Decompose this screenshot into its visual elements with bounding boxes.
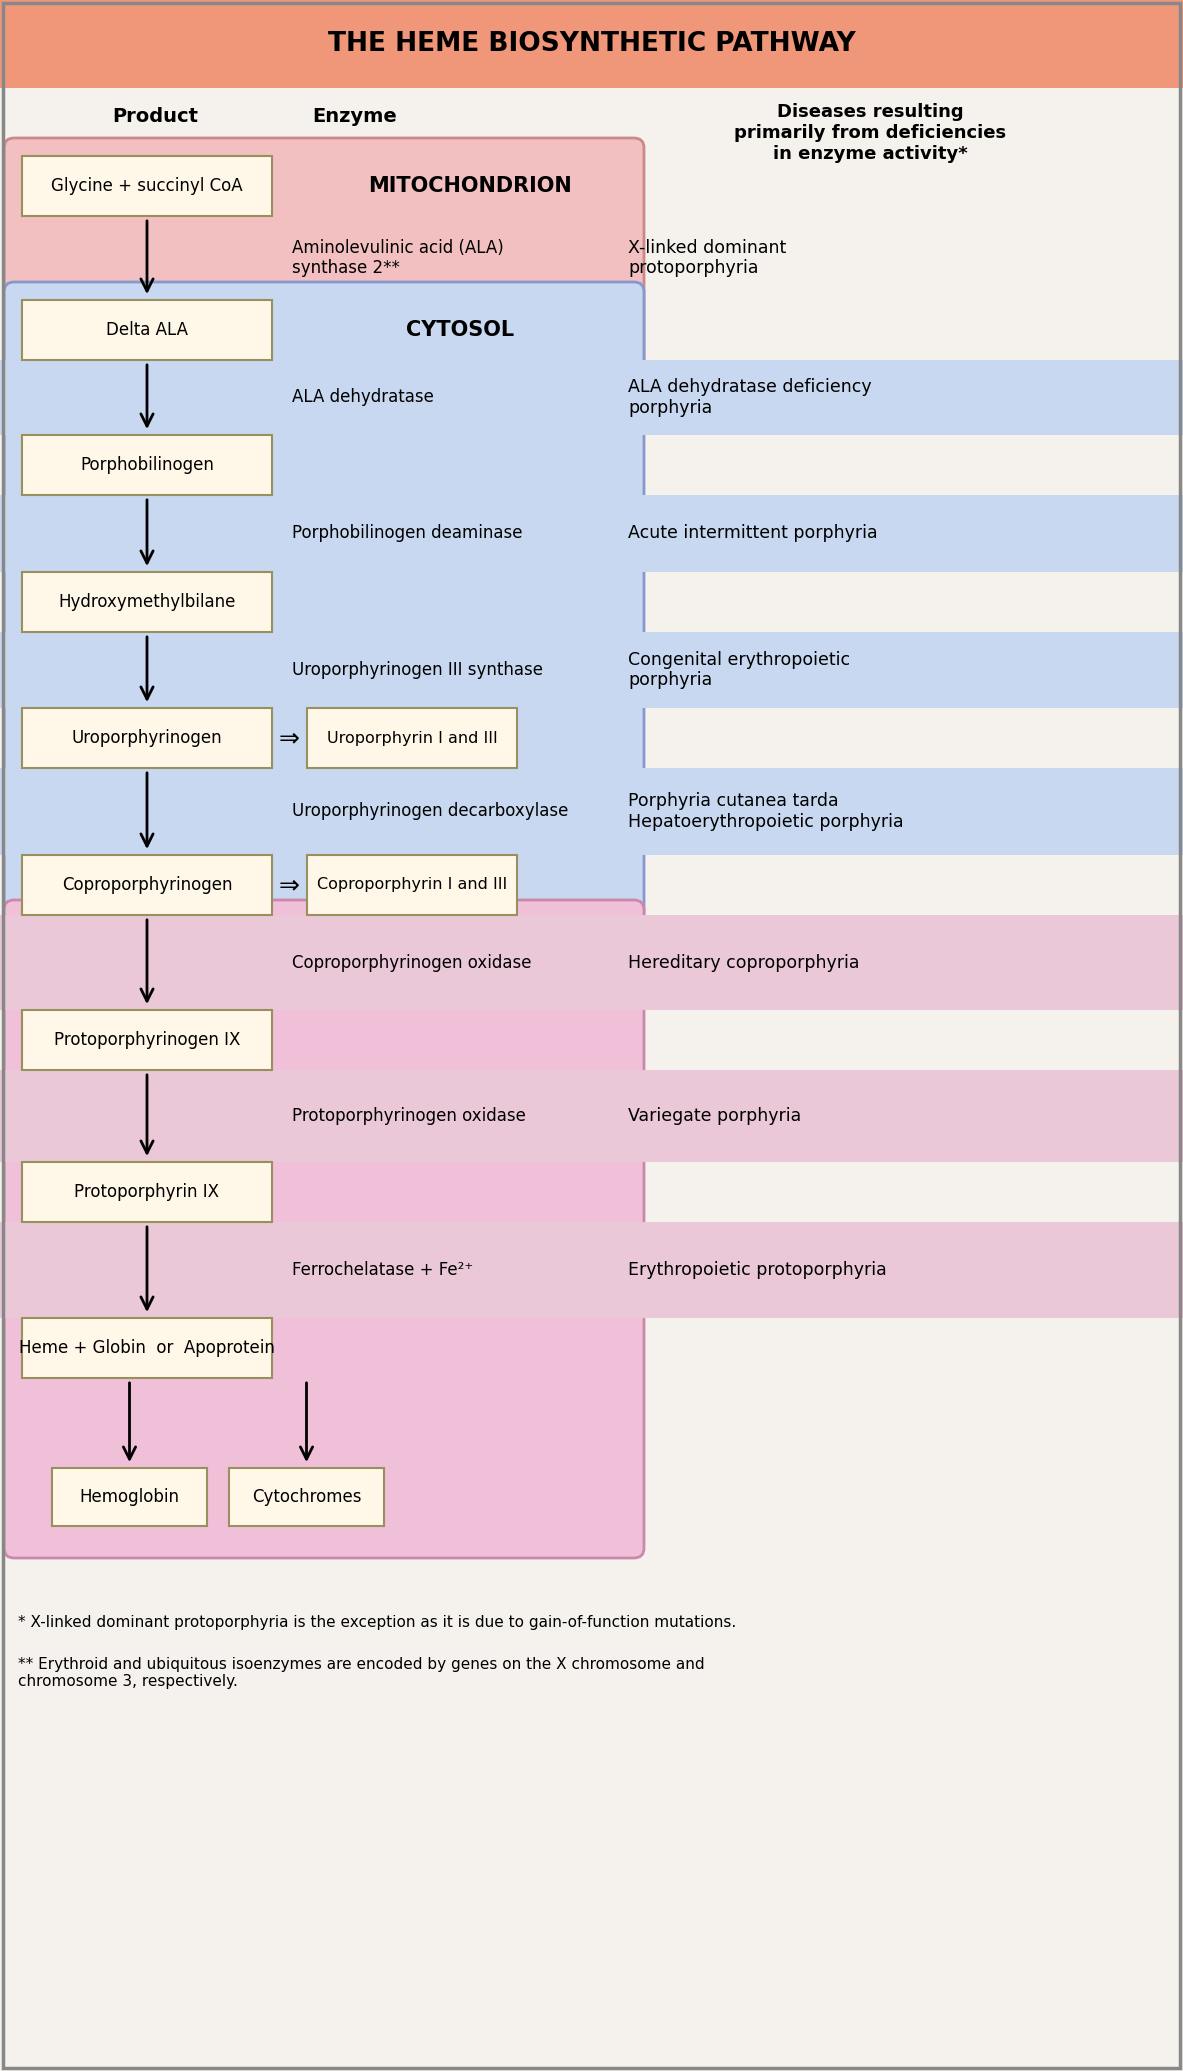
Text: Enzyme: Enzyme [312, 108, 397, 126]
Text: ⇒: ⇒ [278, 874, 299, 897]
Text: ⇒: ⇒ [278, 727, 299, 750]
Text: MITOCHONDRION: MITOCHONDRION [368, 176, 571, 197]
Bar [0, 1222, 1183, 1317]
Text: Protoporphyrinogen oxidase: Protoporphyrinogen oxidase [292, 1108, 526, 1125]
Text: Uroporphyrinogen decarboxylase: Uroporphyrinogen decarboxylase [292, 801, 568, 820]
Text: Ferrochelatase + Fe²⁺: Ferrochelatase + Fe²⁺ [292, 1261, 473, 1280]
FancyBboxPatch shape [4, 139, 644, 381]
Text: Hemoglobin: Hemoglobin [79, 1487, 180, 1506]
Text: Coproporphyrinogen: Coproporphyrinogen [62, 876, 232, 895]
Bar [308, 855, 517, 915]
Text: Porphobilinogen: Porphobilinogen [80, 456, 214, 474]
Text: Aminolevulinic acid (ALA)
synthase 2**: Aminolevulinic acid (ALA) synthase 2** [292, 238, 504, 278]
Text: * X-linked dominant protoporphyria is the exception as it is due to gain-of-func: * X-linked dominant protoporphyria is th… [18, 1615, 736, 1630]
Bar [22, 1317, 272, 1377]
Text: Hydroxymethylbilane: Hydroxymethylbilane [58, 592, 235, 611]
Text: Delta ALA: Delta ALA [106, 321, 188, 340]
Bar [0, 915, 1183, 1011]
Bar [0, 0, 1183, 87]
Bar [22, 435, 272, 495]
Bar [0, 495, 1183, 572]
FancyBboxPatch shape [4, 901, 644, 1557]
Text: Coproporphyrinogen oxidase: Coproporphyrinogen oxidase [292, 953, 531, 971]
Text: Hereditary coproporphyria: Hereditary coproporphyria [628, 953, 860, 971]
Text: Uroporphyrinogen III synthase: Uroporphyrinogen III synthase [292, 661, 543, 679]
Bar [308, 708, 517, 768]
Text: Product: Product [112, 108, 198, 126]
Text: Protoporphyrin IX: Protoporphyrin IX [75, 1183, 220, 1201]
Text: ** Erythroid and ubiquitous isoenzymes are encoded by genes on the X chromosome : ** Erythroid and ubiquitous isoenzymes a… [18, 1657, 705, 1690]
Bar [230, 1468, 384, 1526]
Bar [22, 708, 272, 768]
FancyBboxPatch shape [4, 282, 644, 936]
Text: Erythropoietic protoporphyria: Erythropoietic protoporphyria [628, 1261, 887, 1280]
Text: Acute intermittent porphyria: Acute intermittent porphyria [628, 524, 878, 543]
Bar [22, 1011, 272, 1071]
Text: Heme + Globin  or  Apoprotein: Heme + Globin or Apoprotein [19, 1340, 274, 1357]
Bar [0, 360, 1183, 435]
Text: CYTOSOL: CYTOSOL [406, 321, 515, 340]
Bar [22, 855, 272, 915]
Text: Protoporphyrinogen IX: Protoporphyrinogen IX [53, 1031, 240, 1050]
Text: Glycine + succinyl CoA: Glycine + succinyl CoA [51, 176, 243, 195]
Bar [0, 1071, 1183, 1162]
Text: X-linked dominant
protoporphyria: X-linked dominant protoporphyria [628, 238, 787, 278]
Bar [0, 632, 1183, 708]
Text: Cytochromes: Cytochromes [252, 1487, 361, 1506]
Bar [0, 768, 1183, 855]
Text: ALA dehydratase: ALA dehydratase [292, 389, 434, 406]
Bar [22, 155, 272, 215]
Text: Uroporphyrinogen: Uroporphyrinogen [72, 729, 222, 748]
Text: Uroporphyrin I and III: Uroporphyrin I and III [327, 731, 497, 746]
Text: ALA dehydratase deficiency
porphyria: ALA dehydratase deficiency porphyria [628, 379, 872, 416]
Text: Coproporphyrin I and III: Coproporphyrin I and III [317, 878, 508, 893]
Text: THE HEME BIOSYNTHETIC PATHWAY: THE HEME BIOSYNTHETIC PATHWAY [328, 31, 855, 58]
Text: Porphyria cutanea tarda
Hepatoerythropoietic porphyria: Porphyria cutanea tarda Hepatoerythropoi… [628, 791, 904, 830]
Text: Diseases resulting
primarily from deficiencies
in enzyme activity*: Diseases resulting primarily from defici… [733, 104, 1006, 164]
Bar [22, 1162, 272, 1222]
Bar [52, 1468, 207, 1526]
Bar [22, 300, 272, 360]
Text: Congenital erythropoietic
porphyria: Congenital erythropoietic porphyria [628, 650, 851, 690]
Text: Porphobilinogen deaminase: Porphobilinogen deaminase [292, 524, 523, 543]
Text: Variegate porphyria: Variegate porphyria [628, 1108, 801, 1125]
Bar [22, 572, 272, 632]
